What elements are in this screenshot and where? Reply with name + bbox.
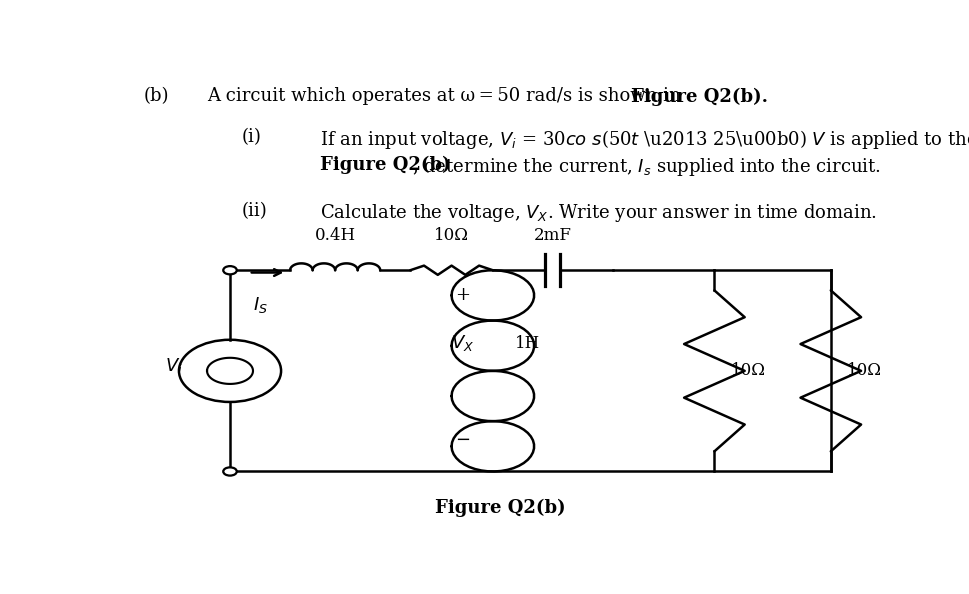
Text: 1H: 1H [516, 335, 541, 352]
Text: $I_S$: $I_S$ [253, 295, 267, 315]
Text: 10Ω: 10Ω [847, 362, 883, 380]
Circle shape [223, 467, 236, 476]
Text: 0.4H: 0.4H [315, 227, 356, 244]
Text: Figure Q2(b): Figure Q2(b) [320, 156, 451, 174]
Text: If an input voltage, $V_i$ = 30$co$ $s$(50$t$ \u2013 25\u00b0) $V$ is applied to: If an input voltage, $V_i$ = 30$co$ $s$(… [320, 128, 969, 151]
Text: −: − [455, 431, 470, 448]
Text: $V_i$: $V_i$ [165, 356, 182, 376]
Text: +: + [455, 286, 470, 304]
Text: , determine the current, $I_s$ supplied into the circuit.: , determine the current, $I_s$ supplied … [412, 156, 881, 178]
Text: (ii): (ii) [241, 201, 267, 220]
Text: Figure Q2(b).: Figure Q2(b). [631, 87, 768, 106]
Text: Calculate the voltage, $V_X$. Write your answer in time domain.: Calculate the voltage, $V_X$. Write your… [320, 201, 877, 223]
Text: 10Ω: 10Ω [731, 362, 766, 380]
Circle shape [223, 266, 236, 274]
Text: Figure Q2(b): Figure Q2(b) [435, 499, 566, 517]
Text: (i): (i) [241, 128, 262, 147]
Text: A circuit which operates at ω = 50 rad/s is shown in: A circuit which operates at ω = 50 rad/s… [207, 87, 687, 105]
Text: (b): (b) [143, 87, 170, 105]
Text: 2mF: 2mF [534, 227, 572, 244]
Text: $V_X$: $V_X$ [452, 333, 475, 353]
Text: 10Ω: 10Ω [434, 227, 469, 244]
